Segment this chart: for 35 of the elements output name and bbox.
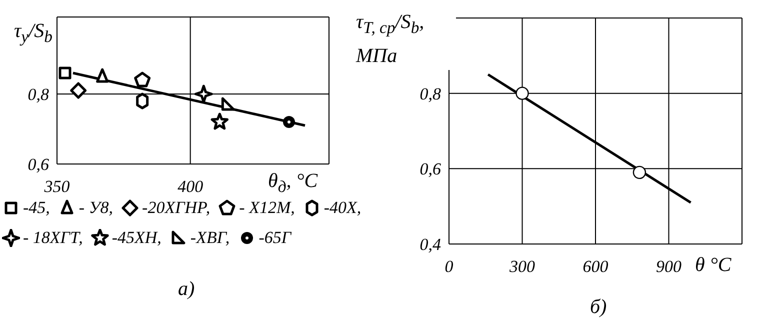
point — [194, 84, 213, 104]
x-tick-label: 350 — [43, 177, 70, 196]
y-tick-label: 0,8 — [28, 85, 50, 104]
point — [283, 116, 295, 128]
point — [96, 68, 109, 83]
y-axis-title: τ$_{y}$/S$_{b}$ — [14, 19, 54, 48]
legend-label: -45, — [23, 198, 50, 218]
legend-label: -40Х, — [324, 198, 362, 218]
legend-label: -45ХН, — [112, 228, 162, 248]
x-tick-label: 400 — [178, 177, 204, 196]
x-tick-label: 0 — [444, 257, 454, 276]
legend-label: -20ХГНР, — [142, 198, 210, 218]
x-axis-title: θ °C — [695, 254, 732, 277]
point — [134, 72, 151, 88]
point — [221, 97, 235, 111]
y-tick-label: 0,4 — [420, 235, 442, 254]
y-tick-label: 0,6 — [420, 160, 442, 179]
legend-label: - 18ХГТ, — [23, 228, 83, 248]
text: а) — [178, 278, 195, 301]
point — [210, 112, 229, 130]
x-tick-label: 900 — [656, 257, 682, 276]
x-axis-title: θ$_{д}$, °C — [268, 170, 318, 197]
x-tick-label: 600 — [582, 257, 609, 276]
legend-label: -ХВГ, — [190, 228, 230, 248]
text: б) — [590, 296, 607, 319]
point — [136, 92, 149, 110]
legend-label: - У8, — [78, 198, 114, 218]
legend-label: - Х12М, — [239, 198, 295, 218]
text: τ$_{T, ср}$/S$_{b}$, МПа — [356, 11, 424, 67]
y-tick-label: 0,8 — [420, 84, 442, 104]
legend-label: -65Г — [258, 228, 292, 248]
y-tick-label: 0,6 — [28, 155, 50, 174]
point — [70, 82, 87, 99]
x-tick-label: 300 — [508, 257, 536, 276]
point — [58, 66, 72, 80]
